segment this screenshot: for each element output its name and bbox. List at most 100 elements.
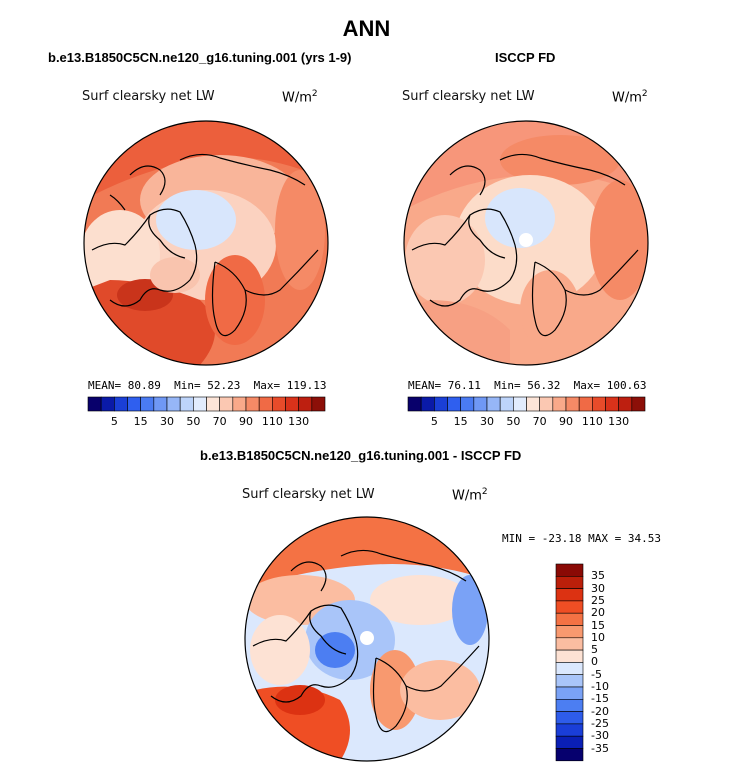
obs-colorbar xyxy=(407,396,646,412)
diff-colorbar-tick-label: 20 xyxy=(591,606,605,620)
model-coastlines xyxy=(91,153,319,337)
diff-panel-subtitle: b.e13.B1850C5CN.ne120_g16.tuning.001 - I… xyxy=(200,448,522,463)
diff-colorbar-box xyxy=(555,563,584,577)
diff-colorbar-tick-label: 35 xyxy=(591,569,605,583)
obs-colorbar-box xyxy=(526,396,540,412)
model-colorbar-box xyxy=(219,396,234,412)
model-colorbar-box xyxy=(298,396,313,412)
diff-colorbar-box xyxy=(555,686,584,700)
model-colorbar-box xyxy=(179,396,194,412)
obs-colorbar-box xyxy=(578,396,593,412)
plot-title: ANN xyxy=(342,16,391,41)
diff-units-label: W/m2 xyxy=(452,487,488,504)
obs-colorbar-tick-label: 30 xyxy=(480,415,494,428)
diff-colorbar-tick-label: -30 xyxy=(591,729,609,743)
diff-coastlines xyxy=(252,549,480,733)
obs-colorbar-tick-label: 90 xyxy=(559,415,573,428)
diff-colorbar-tick-label: 30 xyxy=(591,581,605,595)
model-units-label: W/m2 xyxy=(282,89,318,106)
model-colorbar-tick-label: 110 xyxy=(261,415,283,428)
diff-colorbar-tick-label: -20 xyxy=(591,704,609,718)
model-colorbar-box xyxy=(272,396,286,412)
obs-colorbar-box xyxy=(552,396,567,412)
diff-colorbar-tick-label: -10 xyxy=(591,680,609,693)
diff-pole-gap xyxy=(360,631,374,645)
diff-colorbar-box xyxy=(555,637,584,651)
obs-colorbar-box xyxy=(420,396,435,412)
obs-colorbar-tick-label: 50 xyxy=(506,415,521,428)
model-colorbar-box xyxy=(114,396,128,412)
model-colorbar-tick-label: 50 xyxy=(186,415,201,428)
diff-colorbar-box xyxy=(555,748,584,762)
diff-colorbar-box xyxy=(555,612,584,626)
diff-colorbar-box xyxy=(555,575,584,589)
diff-colorbar-tick-label: 5 xyxy=(591,643,598,657)
obs-colorbar-box xyxy=(539,396,554,412)
model-colorbar-box xyxy=(193,396,207,412)
obs-colorbar-box xyxy=(407,396,422,412)
obs-colorbar-tick-label: 5 xyxy=(430,415,438,428)
diff-colorbar-box xyxy=(555,735,584,749)
model-colorbar-box xyxy=(166,396,181,412)
diff-colorbar-tick-label: -15 xyxy=(591,692,609,706)
diff-colorbar-tick-label: 25 xyxy=(591,593,605,607)
model-panel-subtitle: b.e13.B1850C5CN.ne120_g16.tuning.001 (yr… xyxy=(48,50,352,65)
obs-colorbar-tick-label: 15 xyxy=(453,415,468,428)
diff-colorbar-box xyxy=(555,698,584,712)
model-polar-map xyxy=(84,121,328,365)
diff-colorbar-box xyxy=(555,600,584,614)
obs-map-border xyxy=(403,120,649,366)
model-colorbar-box xyxy=(245,396,260,412)
obs-colorbar-box xyxy=(605,396,619,412)
model-colorbar-box xyxy=(153,396,168,412)
obs-colorbar-box xyxy=(499,396,514,412)
obs-colorbar-box xyxy=(473,396,488,412)
diff-colorbar xyxy=(555,563,584,762)
model-stats: MEAN= 80.89 Min= 52.23 Max= 119.13 xyxy=(88,379,327,392)
obs-colorbar-box xyxy=(434,396,448,412)
diff-map-border xyxy=(244,516,490,762)
model-colorbar xyxy=(87,396,326,412)
diff-colorbar-tick-label: 0 xyxy=(591,655,598,669)
diff-colorbar-tick-label: 15 xyxy=(591,618,605,632)
obs-colorbar-box xyxy=(618,396,633,412)
model-colorbar-tick-label: 70 xyxy=(212,415,227,428)
obs-colorbar-box xyxy=(565,396,580,412)
obs-variable-label: Surf clearsky net LW xyxy=(402,89,535,104)
diff-colorbar-tick-label: -35 xyxy=(591,741,609,755)
diff-colorbar-box xyxy=(555,674,584,688)
obs-colorbar-box xyxy=(631,396,646,412)
model-colorbar-tick-label: 90 xyxy=(239,415,253,428)
model-variable-label: Surf clearsky net LW xyxy=(82,89,215,104)
obs-stats: MEAN= 76.11 Min= 56.32 Max= 100.63 xyxy=(408,379,647,392)
obs-colorbar-box xyxy=(460,396,475,412)
model-colorbar-box xyxy=(87,396,102,412)
model-colorbar-box xyxy=(232,396,247,412)
obs-colorbar-box xyxy=(592,396,606,412)
obs-pole-gap xyxy=(519,233,533,247)
model-colorbar-box xyxy=(127,396,141,412)
obs-colorbar-tick-label: 70 xyxy=(532,415,547,428)
obs-panel-subtitle: ISCCP FD xyxy=(495,50,556,65)
model-colorbar-tick-label: 15 xyxy=(133,415,148,428)
model-colorbar-box xyxy=(100,396,115,412)
model-colorbar-box xyxy=(258,396,273,412)
model-colorbar-box xyxy=(206,396,220,412)
diff-colorbar-box xyxy=(555,625,584,639)
model-colorbar-box xyxy=(311,396,326,412)
obs-colorbar-box xyxy=(447,396,461,412)
model-colorbar-box xyxy=(140,396,155,412)
obs-colorbar-tick-label: 110 xyxy=(581,415,603,428)
model-colorbar-box xyxy=(285,396,299,412)
diff-colorbar-box xyxy=(555,723,584,737)
model-map-border xyxy=(83,120,329,366)
obs-colorbar-box xyxy=(513,396,527,412)
diff-variable-label: Surf clearsky net LW xyxy=(242,487,375,502)
model-colorbar-tick-label: 5 xyxy=(110,415,118,428)
diff-colorbar-tick-label: -5 xyxy=(591,667,602,681)
obs-coastlines xyxy=(411,153,639,337)
obs-units-label: W/m2 xyxy=(612,89,648,106)
diff-colorbar-tick-label: 10 xyxy=(591,630,605,644)
diff-colorbar-box xyxy=(555,588,584,602)
